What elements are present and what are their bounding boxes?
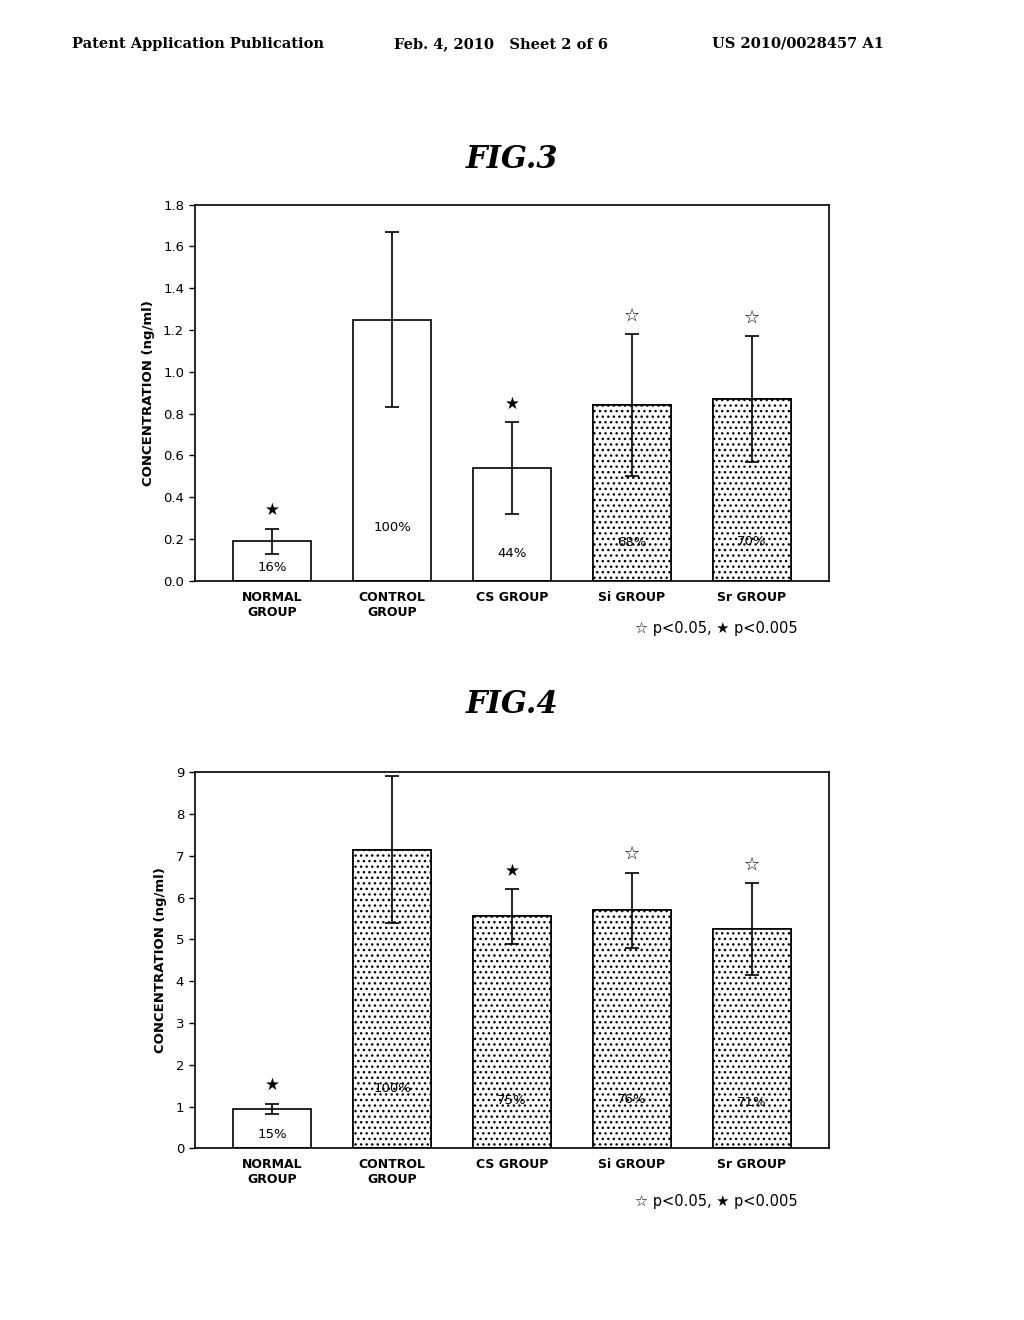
Bar bbox=[353, 850, 431, 1148]
Text: ☆: ☆ bbox=[624, 306, 640, 325]
Bar bbox=[473, 916, 551, 1148]
Text: ☆: ☆ bbox=[743, 309, 760, 327]
Bar bbox=[593, 405, 671, 581]
Text: 100%: 100% bbox=[374, 1081, 412, 1094]
Text: Feb. 4, 2010   Sheet 2 of 6: Feb. 4, 2010 Sheet 2 of 6 bbox=[394, 37, 608, 51]
Text: 68%: 68% bbox=[617, 536, 646, 549]
Text: ☆ p<0.05, ★ p<0.005: ☆ p<0.05, ★ p<0.005 bbox=[636, 1193, 798, 1209]
Bar bbox=[593, 911, 671, 1148]
Y-axis label: CONCENTRATION (ng/ml): CONCENTRATION (ng/ml) bbox=[141, 300, 155, 486]
Bar bbox=[713, 929, 791, 1148]
Text: ★: ★ bbox=[505, 862, 519, 880]
Text: ★: ★ bbox=[265, 502, 280, 519]
Bar bbox=[473, 469, 551, 581]
Text: 16%: 16% bbox=[258, 561, 287, 574]
Bar bbox=[593, 911, 671, 1148]
Text: 75%: 75% bbox=[498, 1094, 526, 1106]
Bar bbox=[473, 916, 551, 1148]
Text: 76%: 76% bbox=[617, 1093, 646, 1106]
Text: ★: ★ bbox=[265, 1076, 280, 1094]
Bar bbox=[593, 911, 671, 1148]
Text: ☆ p<0.05, ★ p<0.005: ☆ p<0.05, ★ p<0.005 bbox=[636, 620, 798, 636]
Text: ☆: ☆ bbox=[624, 845, 640, 863]
Bar bbox=[713, 399, 791, 581]
Text: 15%: 15% bbox=[258, 1129, 288, 1142]
Bar bbox=[353, 319, 431, 581]
Text: US 2010/0028457 A1: US 2010/0028457 A1 bbox=[712, 37, 884, 51]
Text: 71%: 71% bbox=[736, 1096, 766, 1109]
Text: ★: ★ bbox=[505, 395, 519, 413]
Bar bbox=[353, 850, 431, 1148]
Bar bbox=[233, 541, 311, 581]
Bar bbox=[473, 916, 551, 1148]
Bar bbox=[353, 850, 431, 1148]
Text: FIG.3: FIG.3 bbox=[466, 144, 558, 176]
Bar bbox=[593, 405, 671, 581]
Bar bbox=[233, 1109, 311, 1148]
Text: Patent Application Publication: Patent Application Publication bbox=[72, 37, 324, 51]
Text: FIG.4: FIG.4 bbox=[466, 689, 558, 721]
Text: 100%: 100% bbox=[374, 521, 412, 533]
Bar bbox=[713, 399, 791, 581]
Bar bbox=[593, 405, 671, 581]
Text: 44%: 44% bbox=[498, 548, 526, 561]
Text: ☆: ☆ bbox=[743, 855, 760, 874]
Bar bbox=[713, 399, 791, 581]
Bar bbox=[713, 929, 791, 1148]
Bar bbox=[713, 929, 791, 1148]
Text: 70%: 70% bbox=[737, 535, 766, 548]
Y-axis label: CONCENTRATION (ng/ml): CONCENTRATION (ng/ml) bbox=[155, 867, 167, 1053]
